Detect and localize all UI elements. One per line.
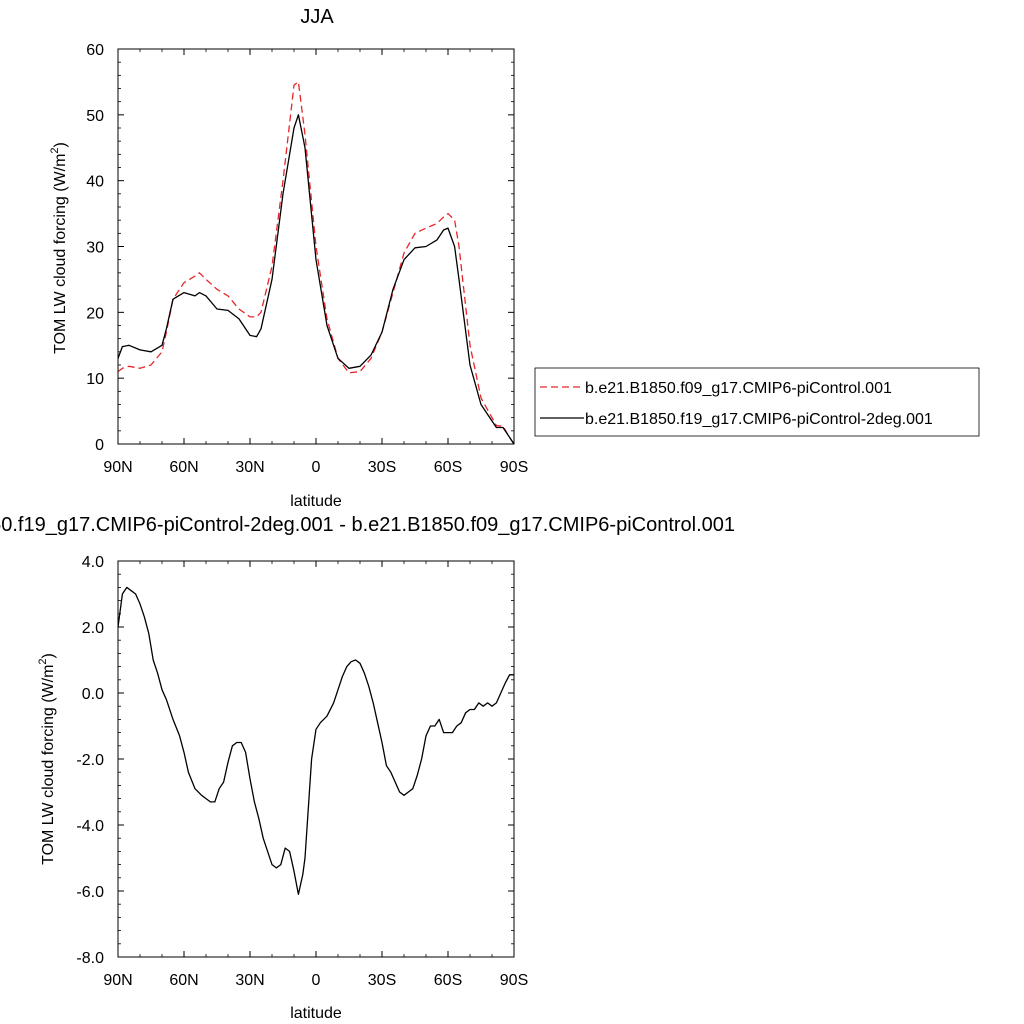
bottom-xtick-label-5: 60S xyxy=(434,972,462,989)
bottom-chart-ticks: 90N 60N 30N 0 30S 60S 90S 4.0 2.0 0.0 -2.0 -4.0 -6.0… xyxy=(76,554,528,989)
top-ytick-label-1: 10 xyxy=(86,371,104,388)
bottom-series-line-0 xyxy=(117,586,514,895)
bottom-ytick-label-2: 0.0 xyxy=(82,686,104,703)
top-xtick-label-5: 60S xyxy=(434,459,462,476)
top-xtick-label-1: 60N xyxy=(169,459,198,476)
top-chart-series xyxy=(117,81,515,445)
top-ytick-label-5: 50 xyxy=(86,108,104,125)
top-ytick-label-0: 0 xyxy=(95,437,104,454)
bottom-chart-xlabel: latitude xyxy=(290,1005,342,1022)
bottom-ytick-label-5: -6.0 xyxy=(76,884,104,901)
bottom-xtick-label-0: 90N xyxy=(103,972,132,989)
bottom-xtick-label-1: 60N xyxy=(169,972,198,989)
top-series-line-0 xyxy=(117,81,515,445)
bottom-chart: b.e21.B1850.f19_g17.CMIP6-piControl-2deg… xyxy=(0,514,735,1022)
top-chart-ylabel: TOM LW cloud forcing (W/m2) xyxy=(49,142,69,354)
bottom-ylabel-sup: 2 xyxy=(37,658,49,664)
top-xtick-label-4: 30S xyxy=(368,459,396,476)
top-chart: JJA 90N 60N 30N 0 30S 60S 90S 0 10 20 30 40 50 60 lat… xyxy=(49,6,528,510)
top-chart-frame xyxy=(117,48,515,445)
bottom-xtick-label-4: 30S xyxy=(368,972,396,989)
top-ylabel-sup: 2 xyxy=(49,147,61,153)
bottom-xtick-label-6: 90S xyxy=(500,972,528,989)
legend: b.e21.B1850.f09_g17.CMIP6-piControl.001 … xyxy=(534,367,980,437)
top-chart-ticks: 90N 60N 30N 0 30S 60S 90S 0 10 20 30 40 50 60 xyxy=(86,42,528,476)
bottom-chart-ylabel: TOM LW cloud forcing (W/m2) xyxy=(37,653,57,865)
bottom-xtick-label-3: 0 xyxy=(312,972,321,989)
bottom-ytick-label-4: -4.0 xyxy=(76,818,104,835)
bottom-chart-title: b.e21.B1850.f19_g17.CMIP6-piControl-2deg… xyxy=(0,514,735,536)
bottom-ytick-label-0: 4.0 xyxy=(82,554,104,571)
legend-box xyxy=(534,367,980,437)
top-xtick-label-3: 0 xyxy=(312,459,321,476)
top-series-line-1 xyxy=(117,114,515,445)
top-xtick-label-6: 90S xyxy=(500,459,528,476)
top-ylabel-close: ) xyxy=(52,142,69,147)
top-ytick-label-6: 60 xyxy=(86,42,104,59)
bottom-ytick-label-1: 2.0 xyxy=(82,620,104,637)
bottom-ytick-label-3: -2.0 xyxy=(76,752,104,769)
bottom-xtick-label-2: 30N xyxy=(235,972,264,989)
bottom-ytick-label-6: -8.0 xyxy=(76,950,104,967)
top-chart-title: JJA xyxy=(300,6,334,28)
top-xtick-label-2: 30N xyxy=(235,459,264,476)
top-ytick-label-4: 40 xyxy=(86,174,104,191)
top-ytick-label-3: 30 xyxy=(86,240,104,257)
top-ytick-label-2: 20 xyxy=(86,305,104,322)
top-ylabel-main: TOM LW cloud forcing (W/m xyxy=(52,154,69,354)
bottom-chart-frame xyxy=(117,560,515,958)
bottom-ylabel-close: ) xyxy=(40,653,57,658)
top-xtick-label-0: 90N xyxy=(103,459,132,476)
bottom-ylabel-main: TOM LW cloud forcing (W/m xyxy=(40,665,57,865)
bottom-chart-series xyxy=(117,586,514,895)
legend-label-f09: b.e21.B1850.f09_g17.CMIP6-piControl.001 xyxy=(585,380,892,397)
legend-label-f19: b.e21.B1850.f19_g17.CMIP6-piControl-2deg… xyxy=(585,411,933,428)
top-chart-xlabel: latitude xyxy=(290,493,342,510)
